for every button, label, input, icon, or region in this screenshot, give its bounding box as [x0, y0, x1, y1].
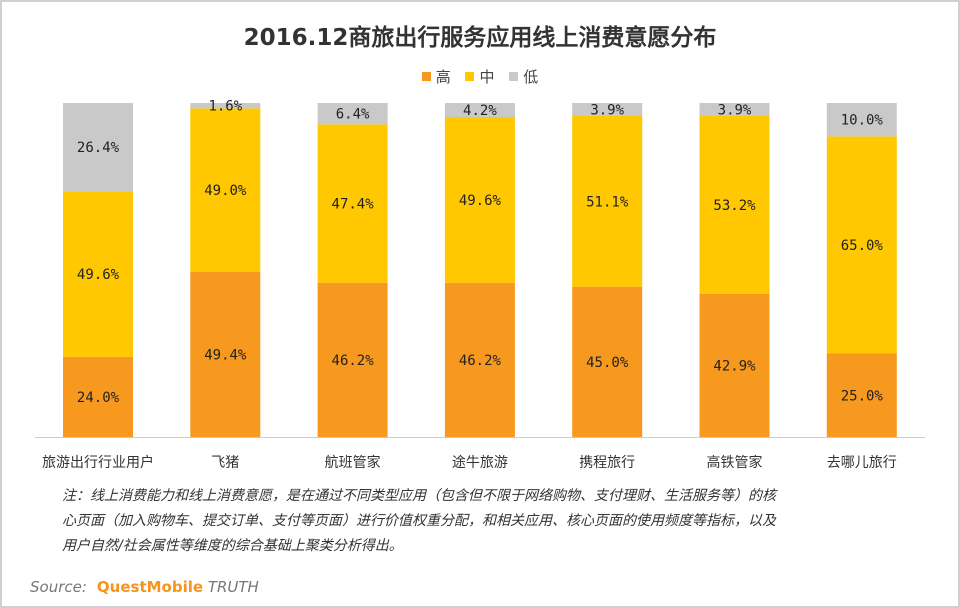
data-label: 49.4% — [204, 348, 247, 364]
data-label: 24.0% — [77, 390, 120, 406]
legend-swatch-mid — [465, 72, 475, 81]
legend-item-mid: 中 — [465, 66, 495, 87]
bar-segment-high — [190, 272, 261, 437]
footnote-line: 用户自然/社会属性等维度的综合基础上聚类分析得出。 — [62, 538, 403, 554]
bar-segment-low — [572, 103, 643, 117]
data-label: 46.2% — [459, 353, 502, 369]
legend-label-high: 高 — [435, 68, 451, 86]
chart-title: 2016.12商旅出行服务应用线上消费意愿分布 — [243, 25, 717, 51]
bar-segment-low — [444, 103, 515, 118]
data-label: 10.0% — [841, 113, 884, 129]
data-label: 3.9% — [590, 103, 624, 119]
legend-item-high: 高 — [421, 66, 451, 87]
footnote-line: 心页面（加入购物车、提交订单、支付等页面）进行价值权重分配，和相关应用、核心页面… — [62, 513, 776, 529]
bar-segment-high — [699, 293, 770, 437]
bar-segment-low — [826, 103, 897, 137]
legend-swatch-low — [509, 72, 519, 81]
data-label: 3.9% — [718, 103, 752, 119]
legend-item-low: 低 — [509, 66, 538, 87]
data-label: 49.0% — [204, 183, 247, 199]
footnote-line: 注：线上消费能力和线上消费意愿，是在通过不同类型应用（包含但不限于网络购物、支付… — [62, 488, 776, 504]
bar-segment-low — [63, 103, 133, 192]
data-label: 49.6% — [77, 267, 120, 283]
data-label: 47.4% — [332, 197, 375, 213]
bar-segment-high — [572, 286, 643, 437]
x-tick-label: 旅游出行行业用户 — [42, 454, 154, 471]
bar-segment-high — [826, 353, 897, 437]
source: Source: QuestMobile TRUTH — [30, 578, 259, 596]
bar-segment-mid — [63, 191, 133, 357]
source-label: Source: — [30, 578, 87, 596]
data-label: 26.4% — [77, 140, 120, 156]
bar-segment-high — [317, 282, 388, 437]
bar-segment-low — [190, 103, 261, 109]
stacked-bar-chart: 24.0% 49.6% 26.4% 旅游出行行业用户 49.4% 49.0% 1.6% 飞猪 4… — [35, 99, 925, 471]
footnote: 注：线上消费能力和线上消费意愿，是在通过不同类型应用（包含但不限于网络购物、支付… — [62, 484, 902, 559]
bar-segment-mid — [317, 124, 388, 283]
bar-segment-high — [63, 356, 133, 437]
data-label: 45.0% — [586, 355, 629, 371]
bar-segment-mid — [572, 116, 643, 287]
x-tick-label: 去哪儿旅行 — [827, 455, 897, 471]
legend-label-low: 低 — [523, 68, 539, 86]
legend: 高 中 低 — [0, 66, 960, 87]
data-label: 51.1% — [586, 194, 629, 210]
data-label: 46.2% — [332, 353, 375, 369]
data-label: 25.0% — [841, 388, 884, 404]
bar-segment-mid — [444, 117, 515, 283]
bar-segment-mid — [190, 108, 261, 273]
data-label: 6.4% — [336, 107, 370, 123]
bar-segment-high — [444, 282, 515, 437]
data-label: 65.0% — [841, 238, 884, 254]
x-tick-label: 途牛旅游 — [452, 454, 508, 471]
source-suffix: TRUTH — [207, 578, 259, 596]
data-label: 49.6% — [459, 193, 502, 209]
data-label: 1.6% — [208, 99, 242, 115]
x-tick-label: 携程旅行 — [579, 455, 635, 471]
data-label: 53.2% — [713, 198, 756, 214]
x-tick-label: 飞猪 — [211, 455, 239, 471]
legend-label-mid: 中 — [479, 68, 495, 86]
bar-segment-mid — [826, 136, 897, 354]
data-label: 4.2% — [463, 103, 497, 119]
x-tick-label: 高铁管家 — [707, 454, 763, 471]
bar-segment-low — [317, 103, 388, 125]
bar-segment-mid — [699, 116, 770, 294]
source-brand: QuestMobile — [96, 578, 204, 596]
data-label: 42.9% — [713, 358, 756, 374]
bar-segment-low — [699, 103, 770, 117]
x-tick-label: 航班管家 — [325, 454, 381, 471]
legend-swatch-high — [421, 72, 431, 81]
